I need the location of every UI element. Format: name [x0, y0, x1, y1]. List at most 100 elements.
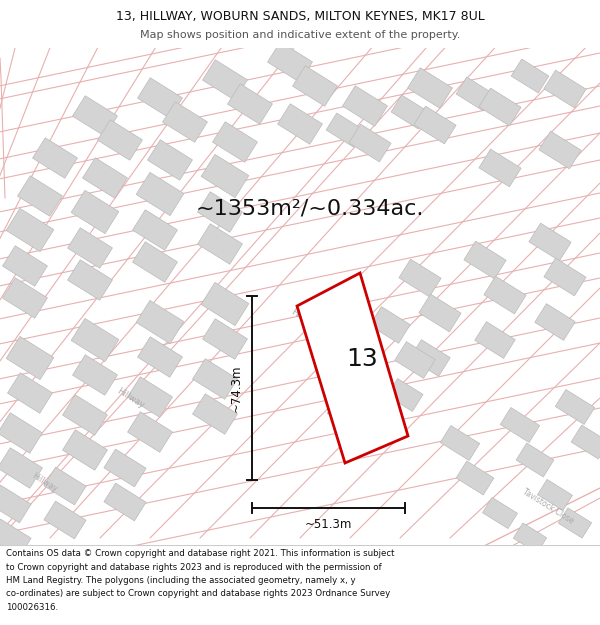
- Polygon shape: [44, 501, 86, 539]
- Polygon shape: [193, 359, 238, 399]
- Polygon shape: [163, 102, 208, 142]
- Polygon shape: [484, 276, 526, 314]
- Polygon shape: [387, 379, 423, 411]
- Polygon shape: [128, 412, 172, 452]
- Text: ~74.3m: ~74.3m: [229, 364, 242, 412]
- Polygon shape: [2, 278, 47, 318]
- Polygon shape: [201, 282, 249, 326]
- Polygon shape: [571, 425, 600, 459]
- Polygon shape: [407, 68, 452, 108]
- Polygon shape: [0, 412, 43, 453]
- Text: Hillway: Hillway: [31, 472, 59, 494]
- Polygon shape: [310, 324, 350, 361]
- Polygon shape: [464, 241, 506, 279]
- Polygon shape: [133, 242, 178, 282]
- Polygon shape: [559, 508, 592, 538]
- Polygon shape: [6, 336, 54, 379]
- Polygon shape: [395, 342, 435, 378]
- Polygon shape: [17, 176, 62, 216]
- Polygon shape: [0, 448, 43, 488]
- Polygon shape: [193, 394, 238, 434]
- Polygon shape: [203, 60, 247, 100]
- Polygon shape: [68, 260, 112, 300]
- Polygon shape: [514, 523, 547, 553]
- Polygon shape: [370, 307, 410, 343]
- Polygon shape: [479, 149, 521, 187]
- Polygon shape: [201, 154, 249, 198]
- Polygon shape: [197, 192, 242, 232]
- Polygon shape: [349, 124, 391, 162]
- Polygon shape: [227, 84, 272, 124]
- Polygon shape: [410, 339, 450, 376]
- Polygon shape: [500, 408, 540, 442]
- Polygon shape: [203, 319, 247, 359]
- Polygon shape: [133, 210, 178, 250]
- Polygon shape: [475, 322, 515, 358]
- Text: Hillway: Hillway: [289, 308, 322, 332]
- Polygon shape: [62, 430, 107, 470]
- Text: Contains OS data © Crown copyright and database right 2021. This information is : Contains OS data © Crown copyright and d…: [6, 549, 395, 558]
- Text: Hillway: Hillway: [115, 386, 145, 410]
- Polygon shape: [71, 191, 119, 234]
- Polygon shape: [44, 467, 86, 505]
- Polygon shape: [71, 318, 119, 362]
- Polygon shape: [511, 59, 549, 93]
- Polygon shape: [555, 389, 595, 424]
- Polygon shape: [128, 377, 172, 418]
- Polygon shape: [391, 95, 429, 129]
- Polygon shape: [327, 397, 363, 429]
- Polygon shape: [0, 519, 31, 557]
- Polygon shape: [516, 443, 554, 477]
- Polygon shape: [6, 208, 54, 252]
- Polygon shape: [137, 337, 182, 377]
- Text: HM Land Registry. The polygons (including the associated geometry, namely x, y: HM Land Registry. The polygons (includin…: [6, 576, 356, 585]
- Polygon shape: [197, 224, 242, 264]
- Polygon shape: [399, 259, 441, 297]
- Polygon shape: [83, 158, 127, 198]
- Polygon shape: [2, 246, 47, 286]
- Polygon shape: [326, 113, 364, 147]
- Polygon shape: [343, 86, 388, 126]
- Polygon shape: [0, 485, 31, 523]
- Polygon shape: [544, 70, 586, 108]
- Polygon shape: [68, 228, 112, 268]
- Polygon shape: [479, 88, 521, 126]
- Polygon shape: [8, 372, 52, 413]
- Polygon shape: [293, 66, 337, 106]
- Polygon shape: [268, 42, 313, 82]
- Polygon shape: [62, 395, 107, 435]
- Polygon shape: [529, 223, 571, 261]
- Polygon shape: [104, 449, 146, 487]
- Text: Map shows position and indicative extent of the property.: Map shows position and indicative extent…: [140, 30, 460, 40]
- Text: 100026316.: 100026316.: [6, 603, 58, 612]
- Polygon shape: [212, 122, 257, 162]
- Polygon shape: [335, 359, 375, 396]
- Polygon shape: [148, 140, 193, 180]
- Polygon shape: [278, 104, 322, 144]
- Text: 13: 13: [347, 348, 379, 371]
- Polygon shape: [32, 138, 77, 178]
- Polygon shape: [535, 304, 575, 341]
- Text: ~1353m²/~0.334ac.: ~1353m²/~0.334ac.: [196, 198, 424, 218]
- Polygon shape: [440, 426, 480, 461]
- Text: to Crown copyright and database rights 2023 and is reproduced with the permissio: to Crown copyright and database rights 2…: [6, 562, 382, 571]
- Polygon shape: [104, 483, 146, 521]
- Polygon shape: [136, 173, 184, 216]
- Polygon shape: [136, 301, 184, 344]
- Polygon shape: [544, 258, 586, 296]
- Polygon shape: [482, 498, 517, 529]
- Polygon shape: [414, 106, 456, 144]
- Polygon shape: [538, 479, 572, 511]
- Polygon shape: [297, 273, 408, 463]
- Text: co-ordinates) are subject to Crown copyright and database rights 2023 Ordnance S: co-ordinates) are subject to Crown copyr…: [6, 589, 390, 599]
- Polygon shape: [98, 120, 142, 160]
- Text: ~51.3m: ~51.3m: [305, 518, 352, 531]
- Polygon shape: [137, 78, 182, 118]
- Polygon shape: [456, 461, 494, 495]
- Polygon shape: [73, 96, 118, 136]
- Polygon shape: [73, 355, 118, 395]
- Text: Tavistock Close: Tavistock Close: [521, 487, 575, 525]
- Polygon shape: [419, 294, 461, 332]
- Text: 13, HILLWAY, WOBURN SANDS, MILTON KEYNES, MK17 8UL: 13, HILLWAY, WOBURN SANDS, MILTON KEYNES…: [116, 9, 484, 22]
- Polygon shape: [456, 77, 494, 111]
